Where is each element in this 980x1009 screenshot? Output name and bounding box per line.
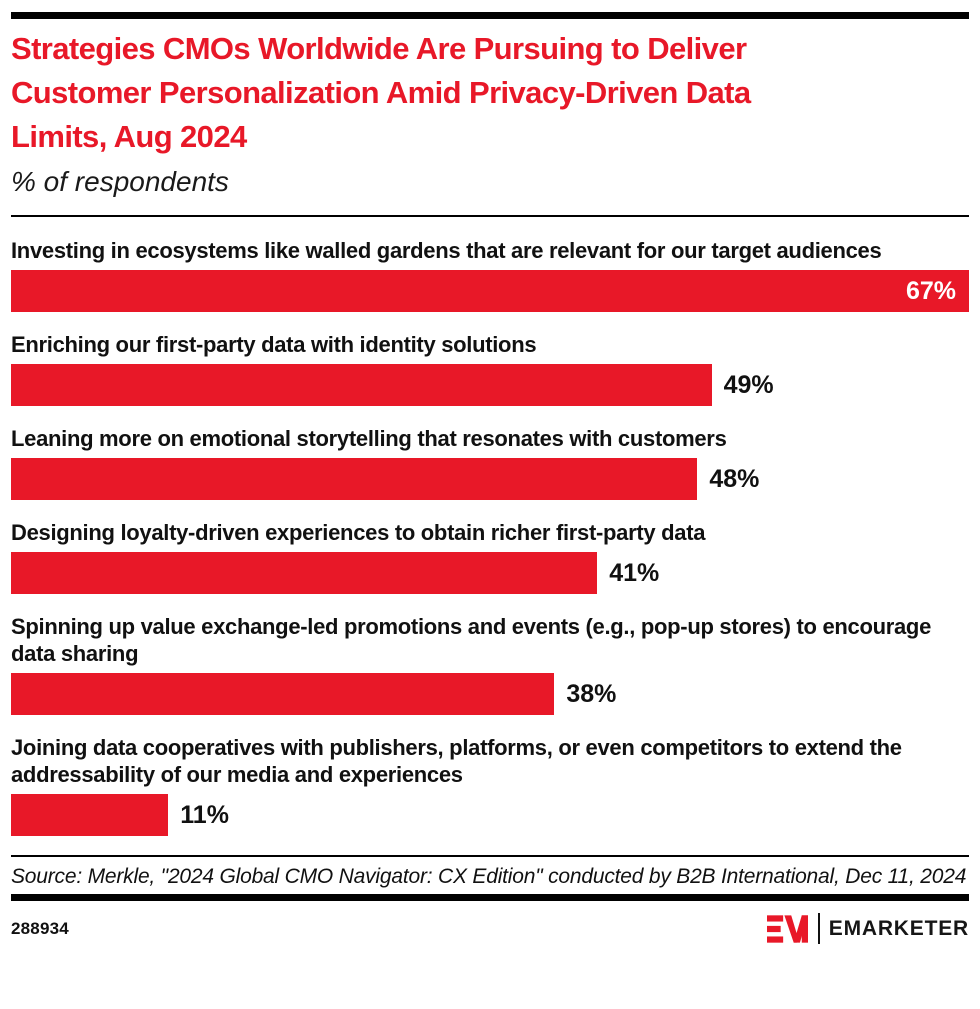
bar-row: 48%: [11, 458, 969, 500]
emarketer-logo: EMARKETER: [766, 913, 969, 944]
bar-label: Investing in ecosystems like walled gard…: [11, 238, 882, 263]
em-logo-icon: [766, 914, 808, 943]
bar: [11, 794, 169, 836]
bar: [11, 458, 698, 500]
bar-row: 11%: [11, 794, 969, 836]
bar-value: 49%: [723, 370, 774, 399]
bar: 67%: [11, 270, 969, 312]
bar-value: 11%: [180, 800, 229, 829]
bar-row: 67%: [11, 270, 969, 312]
logo-divider: [817, 913, 820, 944]
bar: [11, 673, 555, 715]
bar-value: 41%: [609, 558, 660, 587]
bar-label: Joining data cooperatives with publisher…: [11, 735, 902, 787]
chart-id: 288934: [11, 918, 69, 938]
chart-page: Strategies CMOs Worldwide Are Pursuing t…: [11, 12, 969, 944]
bar-row: 38%: [11, 673, 969, 715]
source-divider: [11, 855, 969, 857]
source-text: Source: Merkle, "2024 Global CMO Navigat…: [11, 865, 967, 888]
bar-label: Enriching our first-party data with iden…: [11, 332, 537, 357]
bar-item: Investing in ecosystems like walled gard…: [11, 237, 969, 312]
bar: [11, 552, 598, 594]
bar-item: Spinning up value exchange-led promotion…: [11, 613, 969, 715]
bar-label: Spinning up value exchange-led promotion…: [11, 614, 932, 666]
bar-chart: Investing in ecosystems like walled gard…: [11, 237, 969, 836]
page-title: Strategies CMOs Worldwide Are Pursuing t…: [11, 31, 751, 154]
bar-value: 67%: [905, 276, 956, 305]
brand-wordmark: EMARKETER: [828, 916, 969, 940]
page-subtitle: % of respondents: [11, 166, 229, 197]
bottom-rule: [11, 894, 969, 901]
bar: [11, 364, 712, 406]
bar-label: Leaning more on emotional storytelling t…: [11, 426, 727, 451]
bar-item: Joining data cooperatives with publisher…: [11, 734, 969, 836]
footer: 288934 EMARKETER: [11, 913, 969, 944]
bar-row: 49%: [11, 364, 969, 406]
bar-item: Designing loyalty-driven experiences to …: [11, 519, 969, 594]
bar-item: Leaning more on emotional storytelling t…: [11, 425, 969, 500]
bar-row: 41%: [11, 552, 969, 594]
header-divider: [11, 215, 969, 217]
bar-value: 38%: [566, 679, 617, 708]
bar-label: Designing loyalty-driven experiences to …: [11, 520, 706, 545]
bar-value: 48%: [709, 464, 760, 493]
bar-item: Enriching our first-party data with iden…: [11, 331, 969, 406]
top-rule: [11, 12, 969, 19]
